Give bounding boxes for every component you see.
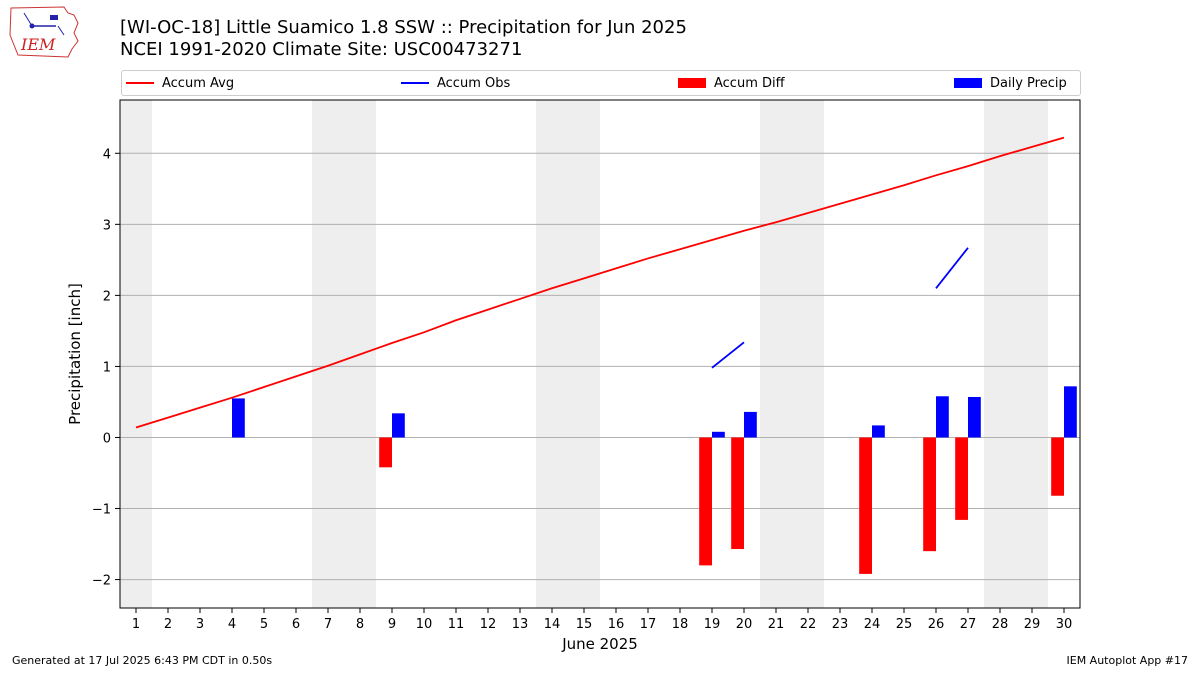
legend-daily-precip: Daily Precip xyxy=(954,71,1067,95)
weekend-band-day-21 xyxy=(760,100,792,608)
x-tick-label-2: 2 xyxy=(164,617,172,632)
accum-diff-bar-day-26 xyxy=(923,437,936,552)
generated-timestamp: Generated at 17 Jul 2025 6:43 PM CDT in … xyxy=(12,654,273,667)
weekend-band-day-1 xyxy=(120,100,152,608)
legend-label-accum-avg: Accum Avg xyxy=(162,75,235,91)
chart-legend: Accum Avg Accum Obs Accum Diff Daily Pre… xyxy=(121,70,1081,96)
weekend-band-day-14 xyxy=(536,100,568,608)
x-tick-label-22: 22 xyxy=(800,617,817,632)
legend-swatch-accum-diff xyxy=(678,78,706,88)
daily-precip-bar-day-4 xyxy=(232,398,245,438)
title-line-2: NCEI 1991-2020 Climate Site: USC00473271 xyxy=(120,39,523,60)
legend-swatch-accum-avg xyxy=(126,82,154,84)
x-tick-label-3: 3 xyxy=(196,617,204,632)
x-tick-label-14: 14 xyxy=(544,617,561,632)
x-tick-label-12: 12 xyxy=(480,617,497,632)
x-tick-label-24: 24 xyxy=(864,617,881,632)
accum-obs-segment-1 xyxy=(711,341,745,369)
x-tick-label-17: 17 xyxy=(640,617,657,632)
y-tick-label--1: −1 xyxy=(92,503,111,518)
logo-text: IEM xyxy=(20,35,56,54)
x-tick-label-10: 10 xyxy=(416,617,433,632)
title-line-1: [WI-OC-18] Little Suamico 1.8 SSW :: Pre… xyxy=(120,17,687,38)
x-tick-label-4: 4 xyxy=(228,617,236,632)
daily-precip-bar-day-24 xyxy=(872,425,885,438)
x-tick-label-15: 15 xyxy=(576,617,593,632)
y-tick-label-3: 3 xyxy=(103,218,111,233)
y-tick-label-0: 0 xyxy=(103,431,111,446)
accum-diff-bar-day-24 xyxy=(859,437,872,574)
y-tick-label-4: 4 xyxy=(103,147,111,162)
daily-precip-bar-day-30 xyxy=(1064,386,1077,438)
y-axis-label: Precipitation [inch] xyxy=(66,283,84,425)
x-tick-label-6: 6 xyxy=(292,617,300,632)
weekend-band-day-28 xyxy=(984,100,1016,608)
y-tick-label-2: 2 xyxy=(103,289,111,304)
daily-precip-bar-day-9 xyxy=(392,413,405,438)
weekend-band-day-22 xyxy=(792,100,824,608)
y-tick-label--2: −2 xyxy=(92,574,111,589)
accum-avg-line xyxy=(135,136,1065,429)
weekend-band-day-15 xyxy=(568,100,600,608)
x-tick-label-11: 11 xyxy=(448,617,465,632)
daily-precip-bar-day-19 xyxy=(712,431,725,438)
legend-swatch-accum-obs xyxy=(401,82,429,84)
accum-diff-bar-day-19 xyxy=(699,437,712,566)
weekend-band-day-7 xyxy=(312,100,344,608)
iem-logo: IEM xyxy=(9,6,79,58)
accum-diff-bar-day-20 xyxy=(731,437,744,550)
legend-swatch-daily-precip xyxy=(954,78,982,88)
x-tick-label-23: 23 xyxy=(832,617,849,632)
x-axis-label: June 2025 xyxy=(561,635,638,653)
legend-accum-avg: Accum Avg xyxy=(126,71,234,95)
weekend-band-day-29 xyxy=(1016,100,1048,608)
x-tick-label-27: 27 xyxy=(960,617,977,632)
x-tick-label-1: 1 xyxy=(132,617,140,632)
x-tick-label-28: 28 xyxy=(992,617,1009,632)
x-tick-label-9: 9 xyxy=(388,617,396,632)
x-tick-label-13: 13 xyxy=(512,617,529,632)
accum-diff-bar-day-30 xyxy=(1051,437,1064,496)
chart-title: [WI-OC-18] Little Suamico 1.8 SSW :: Pre… xyxy=(120,17,687,61)
x-tick-label-26: 26 xyxy=(928,617,945,632)
plot-frame xyxy=(119,99,1081,609)
daily-precip-bar-day-26 xyxy=(936,396,949,438)
x-tick-label-16: 16 xyxy=(608,617,625,632)
x-tick-label-8: 8 xyxy=(356,617,364,632)
daily-precip-bar-day-27 xyxy=(968,396,981,438)
legend-accum-diff: Accum Diff xyxy=(678,71,785,95)
x-tick-label-19: 19 xyxy=(704,617,721,632)
app-id: IEM Autoplot App #17 xyxy=(1066,654,1189,667)
legend-accum-obs: Accum Obs xyxy=(401,71,510,95)
accum-diff-bar-day-9 xyxy=(379,437,392,468)
x-tick-label-21: 21 xyxy=(768,617,785,632)
x-tick-label-5: 5 xyxy=(260,617,268,632)
y-tick-label-1: 1 xyxy=(103,360,111,375)
x-tick-label-20: 20 xyxy=(736,617,753,632)
x-tick-label-7: 7 xyxy=(324,617,332,632)
daily-precip-bar-day-20 xyxy=(744,411,757,438)
accum-diff-bar-day-27 xyxy=(955,437,968,520)
x-tick-label-18: 18 xyxy=(672,617,689,632)
accum-obs-segment-2 xyxy=(935,247,969,289)
legend-label-accum-obs: Accum Obs xyxy=(437,75,511,91)
legend-label-daily-precip: Daily Precip xyxy=(990,75,1067,91)
x-tick-label-30: 30 xyxy=(1056,617,1073,632)
x-tick-label-29: 29 xyxy=(1024,617,1041,632)
x-tick-label-25: 25 xyxy=(896,617,913,632)
legend-label-accum-diff: Accum Diff xyxy=(714,75,785,91)
